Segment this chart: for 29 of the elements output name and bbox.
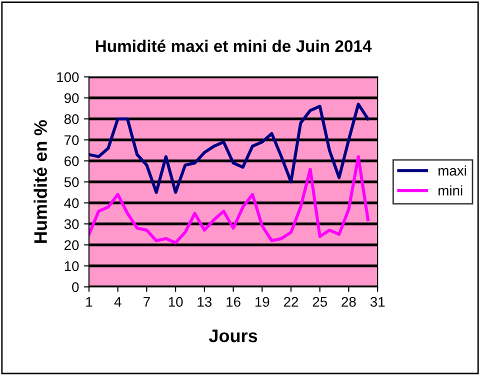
x-tick-label: 31 <box>370 296 385 307</box>
y-tick-label: 60 <box>64 156 79 166</box>
line-series <box>88 102 370 194</box>
legend-label: maxi <box>438 165 466 176</box>
x-tick-label: 28 <box>342 296 356 307</box>
y-tick-label: 30 <box>64 219 79 230</box>
x-tick-label: 1 <box>86 297 92 307</box>
x-tick-label: 4 <box>114 297 122 307</box>
y-tick-label: 80 <box>64 114 79 124</box>
line-series <box>88 155 370 244</box>
y-tick-label: 20 <box>64 240 79 250</box>
y-tick-label: 90 <box>64 93 79 104</box>
x-tick-label: 19 <box>255 296 270 307</box>
y-tick-label: 100 <box>57 72 79 82</box>
chart-title: Humidité maxi et mini de Juin 2014 <box>96 40 372 52</box>
x-tick-label: 13 <box>198 296 212 307</box>
x-tick-label: 22 <box>284 296 298 307</box>
x-tick-label: 25 <box>312 296 328 307</box>
legend-label: mini <box>438 185 462 196</box>
x-tick-label: 10 <box>168 296 183 307</box>
y-tick-label: 70 <box>64 135 79 146</box>
x-axis-title: Jours <box>208 330 258 342</box>
y-tick-label: 50 <box>64 177 79 188</box>
y-axis-title: Humidité en % <box>34 120 47 243</box>
x-tick-label: 16 <box>226 296 240 307</box>
x-tick-label: 7 <box>144 297 150 307</box>
y-tick-label: 0 <box>72 282 79 292</box>
y-tick-label: 10 <box>64 261 79 272</box>
y-tick-label: 40 <box>64 198 79 208</box>
